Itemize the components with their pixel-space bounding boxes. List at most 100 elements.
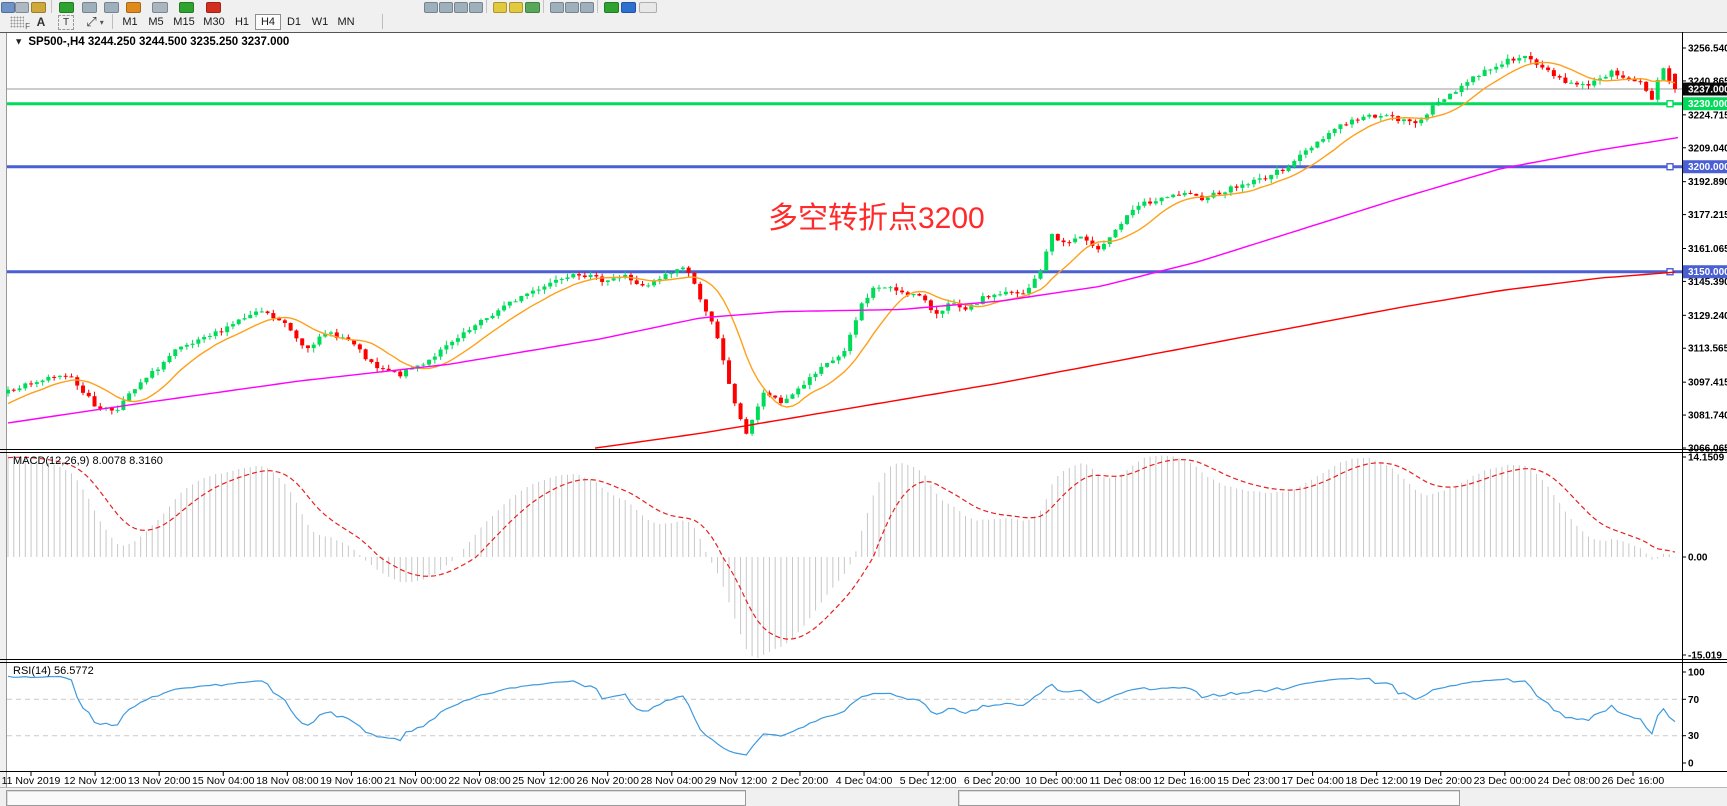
toolbar-icon[interactable] [580,2,594,13]
timeframe-button-w1[interactable]: W1 [307,14,333,30]
time-tick-label: 19 Dec 20:00 [1410,775,1473,787]
timeframe-button-m15[interactable]: M15 [169,14,199,30]
timeframe-button-m1[interactable]: M1 [117,14,143,30]
toolbar-icon[interactable] [1,2,15,13]
candle-body [825,362,830,367]
font-button[interactable]: A [32,14,50,30]
candle-body [213,331,218,336]
toolbar-icon[interactable] [152,2,168,13]
candle-body [1471,76,1476,83]
candle-body [848,334,853,351]
candle-body [225,326,230,333]
candle-body [484,318,489,320]
time-tick-label: 29 Nov 12:00 [705,775,768,787]
shapes-dropdown-button[interactable]: ⤢ ▾ [82,14,108,30]
toolbar-icon[interactable] [565,2,579,13]
candle-body [1557,76,1562,78]
shapes-icon: ⤢ [86,14,97,29]
candle-body [507,301,512,306]
toolbar-icon[interactable] [82,2,97,13]
candle-body [1050,234,1055,252]
candle-body [605,280,610,282]
toolbar-icon[interactable] [206,2,221,13]
price-tick-label: 3177.215 [1688,210,1727,221]
candle-body [623,274,628,277]
candle-body [536,289,541,291]
toolbar-icon[interactable] [604,2,619,13]
toolbar-icon[interactable] [454,2,468,13]
price-badge [1683,97,1727,111]
price-tick-label: 3129.240 [1688,311,1727,322]
toolbar-icon[interactable] [179,2,194,13]
toolbar-icon[interactable] [525,2,540,13]
candle-body [634,280,639,285]
timeframe-button-h4[interactable]: H4 [255,14,281,30]
timeframe-button-m30[interactable]: M30 [199,14,229,30]
candle-body [882,287,887,289]
time-tick-label: 17 Dec 04:00 [1281,775,1344,787]
candle-body [502,305,507,311]
candle-body [236,319,241,325]
candle-body [1188,192,1193,194]
candle-body [357,344,362,350]
toolbar-icon[interactable] [639,2,657,13]
candle-body [715,321,720,339]
toolbar-icon[interactable] [15,2,29,13]
toolbar-icon[interactable] [621,2,636,13]
timeframe-button-mn[interactable]: MN [333,14,359,30]
candle-body [1667,68,1672,81]
candle-body [363,349,368,360]
time-tick-label: 26 Nov 20:00 [576,775,639,787]
candle-body [951,303,956,305]
candle-body [692,272,697,284]
candle-body [957,303,962,308]
toolbar-icon[interactable] [126,2,141,13]
candle-body [934,310,939,314]
toolbar-icon[interactable] [550,2,564,13]
timeframe-button-d1[interactable]: D1 [281,14,307,30]
candle-body [1632,79,1637,82]
candle-body [1269,174,1274,180]
candle-body [675,269,680,274]
toolbar-icon[interactable] [493,2,507,13]
rsi-line [7,675,1676,756]
candle-body [1424,114,1429,120]
candle-body [490,315,495,319]
ma-fast-line [7,61,1676,408]
candle-body [1580,84,1585,86]
candle-body [1621,75,1626,78]
timeframe-button-m5[interactable]: M5 [143,14,169,30]
candle-body [1626,77,1631,80]
toolbar-icon[interactable] [424,2,438,13]
candle-body [813,373,818,378]
candle-body [1603,76,1608,79]
text-label-button[interactable]: T [56,14,76,30]
time-tick-label: 21 Nov 00:00 [384,775,447,787]
macd-axis-label: -15.019 [1688,651,1722,662]
main-toolbar [0,0,1727,13]
price-badge-label: 3200.000 [1688,162,1727,173]
time-tick-label: 12 Dec 16:00 [1153,775,1216,787]
candle-body [34,382,39,384]
toolbar-icon[interactable] [59,2,74,13]
candle-body [1217,192,1222,195]
candle-body [1038,271,1043,279]
candle-body [744,419,749,434]
timeframe-button-h1[interactable]: H1 [229,14,255,30]
candle-body [1488,69,1493,71]
candle-body [1078,236,1083,239]
candle-body [132,389,137,394]
candle-body [525,293,530,297]
toolbar-icon[interactable] [104,2,119,13]
candle-body [1096,245,1101,250]
toolbar-icon[interactable] [31,2,46,13]
toolbar-icon[interactable] [439,2,453,13]
candle-body [392,371,397,373]
candle-body [57,375,62,377]
toolbar-icon[interactable] [509,2,523,13]
grid-button[interactable]: F [6,14,30,31]
toolbar-icon[interactable] [469,2,483,13]
candle-body [1644,81,1649,91]
macd-axis-label: 0.00 [1688,553,1708,564]
